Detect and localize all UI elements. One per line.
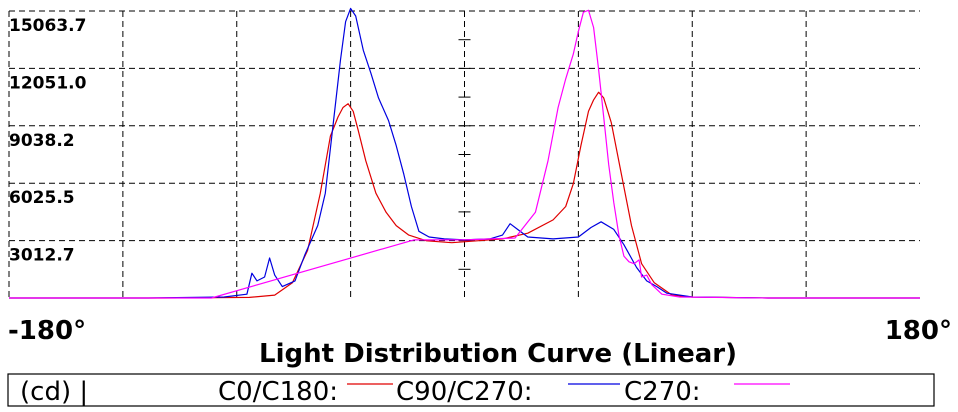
legend-c270-label: C270: (624, 377, 701, 407)
y-tick-label: 9038.2 (9, 131, 75, 151)
legend-unit-label: (cd) | (20, 377, 88, 407)
legend-c0-label: C0/C180: (218, 377, 338, 407)
y-tick-label: 3012.7 (9, 246, 75, 266)
chart-title: Light Distribution Curve (Linear) (259, 339, 737, 369)
y-tick-labels: 15063.7 12051.0 9038.2 6025.5 3012.7 (9, 16, 87, 266)
legend-frame (7, 373, 935, 407)
series-line-0 (9, 91, 920, 299)
y-tick-label: 12051.0 (9, 73, 87, 93)
x-max-label: 180° (885, 316, 952, 346)
legend-c90-label: C90/C270: (396, 377, 533, 407)
y-tick-label: 15063.7 (9, 16, 86, 36)
legend-box: (cd) | C0/C180: C90/C270: C270: (7, 373, 935, 407)
x-min-label: -180° (8, 316, 86, 346)
grid (8, 10, 920, 298)
series-line-1 (9, 7, 920, 299)
series-lines (9, 7, 920, 299)
y-tick-label: 6025.5 (9, 188, 75, 208)
series-line-2 (9, 9, 920, 299)
